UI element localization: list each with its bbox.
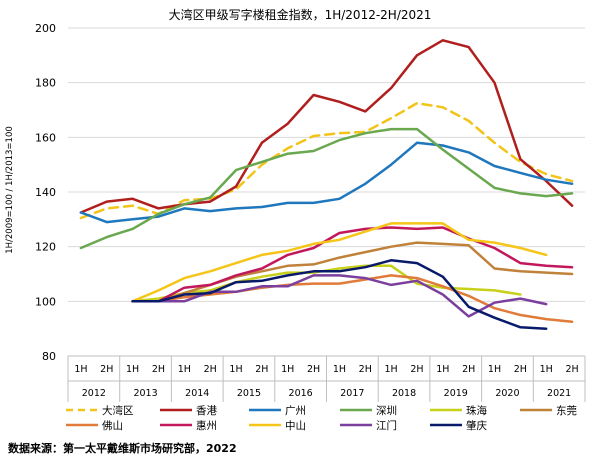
y-tick-label: 200: [35, 22, 56, 35]
legend-label: 广州: [285, 405, 306, 417]
series-line: [131, 222, 548, 303]
chart-title: 大湾区甲级写字楼租金指数，1H/2012-2H/2021: [169, 7, 432, 22]
y-axis-ticks: 80 100 120 140 160 180 200: [35, 22, 56, 363]
series-line: [131, 274, 548, 318]
series-lines: [79, 39, 574, 330]
y-tick-label: 160: [35, 131, 56, 144]
series-line: [131, 274, 574, 324]
x-tick-half: 1H: [385, 364, 398, 375]
x-tick-year: 2019: [444, 388, 468, 399]
x-tick-half: 2H: [359, 364, 372, 375]
x-tick-half: 1H: [126, 364, 139, 375]
y-tick-label: 180: [35, 77, 56, 90]
legend-label: 江门: [376, 419, 397, 432]
x-tick-half: 1H: [74, 364, 87, 375]
x-tick-half: 1H: [281, 364, 294, 375]
y-axis-label: 1H/2009=100 / 1H/2013=100: [5, 126, 15, 254]
legend-label: 中山: [285, 419, 306, 432]
x-tick-half: 2H: [410, 364, 423, 375]
x-tick-half: 1H: [333, 364, 346, 375]
legend-label: 香港: [196, 405, 217, 417]
x-tick-year: 2015: [237, 388, 261, 399]
series-line: [131, 226, 574, 303]
legend-label: 肇庆: [466, 419, 487, 432]
x-tick-year: 2012: [82, 388, 106, 399]
legend-label: 惠州: [196, 419, 217, 432]
y-tick-label: 80: [42, 350, 56, 363]
source-note: 数据来源：第一太平戴维斯市场研究部，2022: [8, 442, 237, 455]
series-line: [131, 259, 548, 330]
x-tick-year: 2017: [340, 388, 364, 399]
x-tick-half: 2H: [462, 364, 475, 375]
series-line: [79, 101, 574, 220]
legend-label: 珠海: [466, 404, 487, 417]
x-tick-half: 1H: [229, 364, 242, 375]
x-axis: 1H 2H 1H 2H 1H 2H 1H 2H 1H 2H 1H 2H 1H 2H 1H 2H 1H 2H 1H 2H…: [67, 355, 586, 402]
series-line: [79, 39, 574, 214]
legend-label: 大湾区: [102, 404, 134, 417]
legend-label: 东莞: [556, 404, 577, 417]
x-tick-half: 2H: [514, 364, 527, 375]
x-tick-half: 1H: [540, 364, 553, 375]
x-tick-half: 2H: [255, 364, 268, 375]
series-line: [79, 127, 574, 250]
y-tick-label: 120: [35, 241, 56, 254]
legend-label: 深圳: [376, 405, 397, 417]
series-line: [79, 141, 574, 224]
y-tick-label: 100: [35, 295, 56, 308]
x-tick-year: 2013: [133, 388, 157, 399]
y-tick-label: 140: [35, 186, 56, 199]
x-tick-half: 1H: [436, 364, 449, 375]
x-tick-year: 2018: [392, 388, 416, 399]
x-tick-year: 2014: [185, 388, 209, 399]
x-tick-half: 2H: [307, 364, 320, 375]
x-tick-year: 2021: [547, 388, 571, 399]
x-tick-half: 2H: [565, 364, 578, 375]
gridlines: [68, 27, 585, 357]
x-tick-half: 1H: [488, 364, 501, 375]
x-tick-half: 2H: [204, 364, 217, 375]
x-tick-year: 2016: [289, 388, 313, 399]
legend-label: 佛山: [102, 419, 123, 432]
x-tick-half: 2H: [100, 364, 113, 375]
x-tick-year: 2020: [495, 388, 519, 399]
x-tick-half: 1H: [178, 364, 191, 375]
x-tick-half: 2H: [152, 364, 165, 375]
